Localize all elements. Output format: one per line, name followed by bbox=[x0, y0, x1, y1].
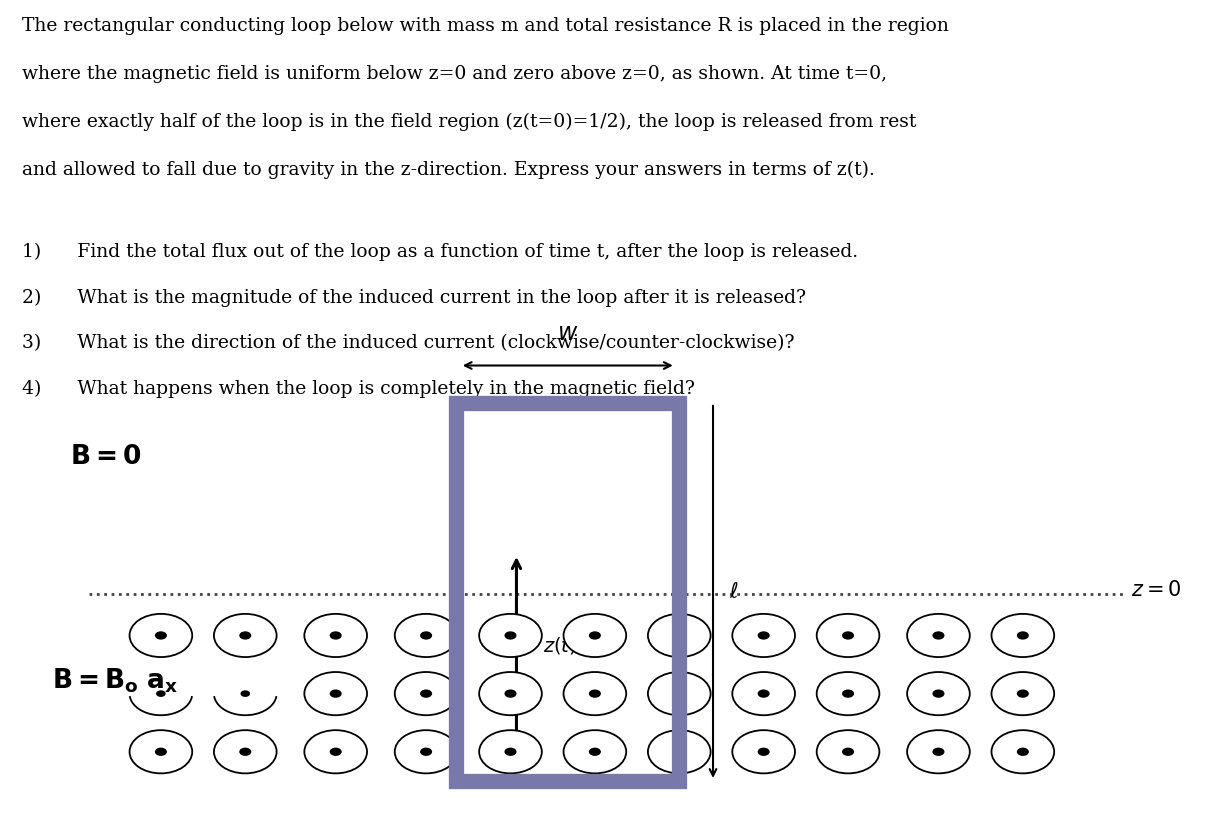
Circle shape bbox=[505, 690, 516, 698]
Circle shape bbox=[589, 748, 601, 756]
Circle shape bbox=[992, 730, 1054, 774]
Circle shape bbox=[843, 748, 855, 756]
Text: $\mathbf{B=B_o\ a_x}$: $\mathbf{B=B_o\ a_x}$ bbox=[52, 667, 178, 696]
Circle shape bbox=[932, 690, 944, 698]
Circle shape bbox=[1017, 748, 1029, 756]
Circle shape bbox=[480, 672, 541, 715]
Text: $\mathbf{B=0}$: $\mathbf{B=0}$ bbox=[70, 445, 142, 469]
Circle shape bbox=[758, 748, 770, 756]
Text: where the magnetic field is uniform below z=0 and zero above z=0, as shown. At t: where the magnetic field is uniform belo… bbox=[22, 65, 887, 83]
Circle shape bbox=[395, 614, 458, 657]
Text: 4)      What happens when the loop is completely in the magnetic field?: 4) What happens when the loop is complet… bbox=[22, 379, 696, 398]
Bar bbox=[456, 403, 680, 781]
Circle shape bbox=[817, 614, 879, 657]
Circle shape bbox=[817, 672, 879, 715]
Text: $z(t)$: $z(t)$ bbox=[543, 635, 577, 656]
Circle shape bbox=[420, 748, 432, 756]
Circle shape bbox=[480, 730, 541, 774]
Circle shape bbox=[674, 690, 685, 698]
Circle shape bbox=[239, 631, 251, 639]
Circle shape bbox=[674, 631, 685, 639]
Circle shape bbox=[1017, 690, 1029, 698]
Circle shape bbox=[240, 690, 250, 697]
Circle shape bbox=[589, 631, 601, 639]
Circle shape bbox=[480, 614, 541, 657]
Circle shape bbox=[992, 614, 1054, 657]
Text: $z = 0$: $z = 0$ bbox=[1131, 580, 1182, 600]
Circle shape bbox=[130, 614, 192, 657]
Circle shape bbox=[992, 672, 1054, 715]
Circle shape bbox=[648, 614, 710, 657]
Circle shape bbox=[305, 614, 367, 657]
Circle shape bbox=[648, 672, 710, 715]
Circle shape bbox=[843, 631, 855, 639]
Circle shape bbox=[420, 690, 432, 698]
Circle shape bbox=[130, 730, 192, 774]
Circle shape bbox=[420, 631, 432, 639]
Circle shape bbox=[563, 730, 626, 774]
Circle shape bbox=[563, 614, 626, 657]
Circle shape bbox=[305, 730, 367, 774]
Circle shape bbox=[907, 672, 970, 715]
Circle shape bbox=[732, 672, 795, 715]
Circle shape bbox=[330, 690, 341, 698]
Text: $\ell$: $\ell$ bbox=[728, 582, 738, 602]
Circle shape bbox=[1017, 631, 1029, 639]
Circle shape bbox=[239, 748, 251, 756]
Circle shape bbox=[589, 690, 601, 698]
Circle shape bbox=[563, 672, 626, 715]
Circle shape bbox=[932, 748, 944, 756]
Circle shape bbox=[395, 672, 458, 715]
Circle shape bbox=[932, 631, 944, 639]
Circle shape bbox=[674, 748, 685, 756]
Circle shape bbox=[330, 748, 341, 756]
Circle shape bbox=[155, 748, 166, 756]
Circle shape bbox=[732, 614, 795, 657]
Text: 1)      Find the total flux out of the loop as a function of time t, after the l: 1) Find the total flux out of the loop a… bbox=[22, 242, 858, 261]
Circle shape bbox=[330, 631, 341, 639]
Circle shape bbox=[843, 690, 855, 698]
Circle shape bbox=[758, 631, 770, 639]
Text: 3)      What is the direction of the induced current (clockwise/counter-clockwis: 3) What is the direction of the induced … bbox=[22, 334, 795, 352]
Circle shape bbox=[648, 730, 710, 774]
Circle shape bbox=[214, 730, 277, 774]
Text: $w$: $w$ bbox=[557, 321, 578, 345]
Text: where exactly half of the loop is in the field region (z(t=0)=1/2), the loop is : where exactly half of the loop is in the… bbox=[22, 113, 917, 131]
Text: 2)      What is the magnitude of the induced current in the loop after it is rel: 2) What is the magnitude of the induced … bbox=[22, 289, 806, 306]
Circle shape bbox=[395, 730, 458, 774]
Circle shape bbox=[214, 614, 277, 657]
Circle shape bbox=[907, 614, 970, 657]
Circle shape bbox=[505, 748, 516, 756]
Text: The rectangular conducting loop below with mass m and total resistance R is plac: The rectangular conducting loop below wi… bbox=[22, 17, 949, 34]
Text: and allowed to fall due to gravity in the z-direction. Express your answers in t: and allowed to fall due to gravity in th… bbox=[22, 161, 875, 180]
Circle shape bbox=[817, 730, 879, 774]
Circle shape bbox=[155, 631, 166, 639]
Circle shape bbox=[758, 690, 770, 698]
Circle shape bbox=[505, 631, 516, 639]
Circle shape bbox=[157, 690, 165, 697]
Circle shape bbox=[732, 730, 795, 774]
Circle shape bbox=[907, 730, 970, 774]
Circle shape bbox=[305, 672, 367, 715]
